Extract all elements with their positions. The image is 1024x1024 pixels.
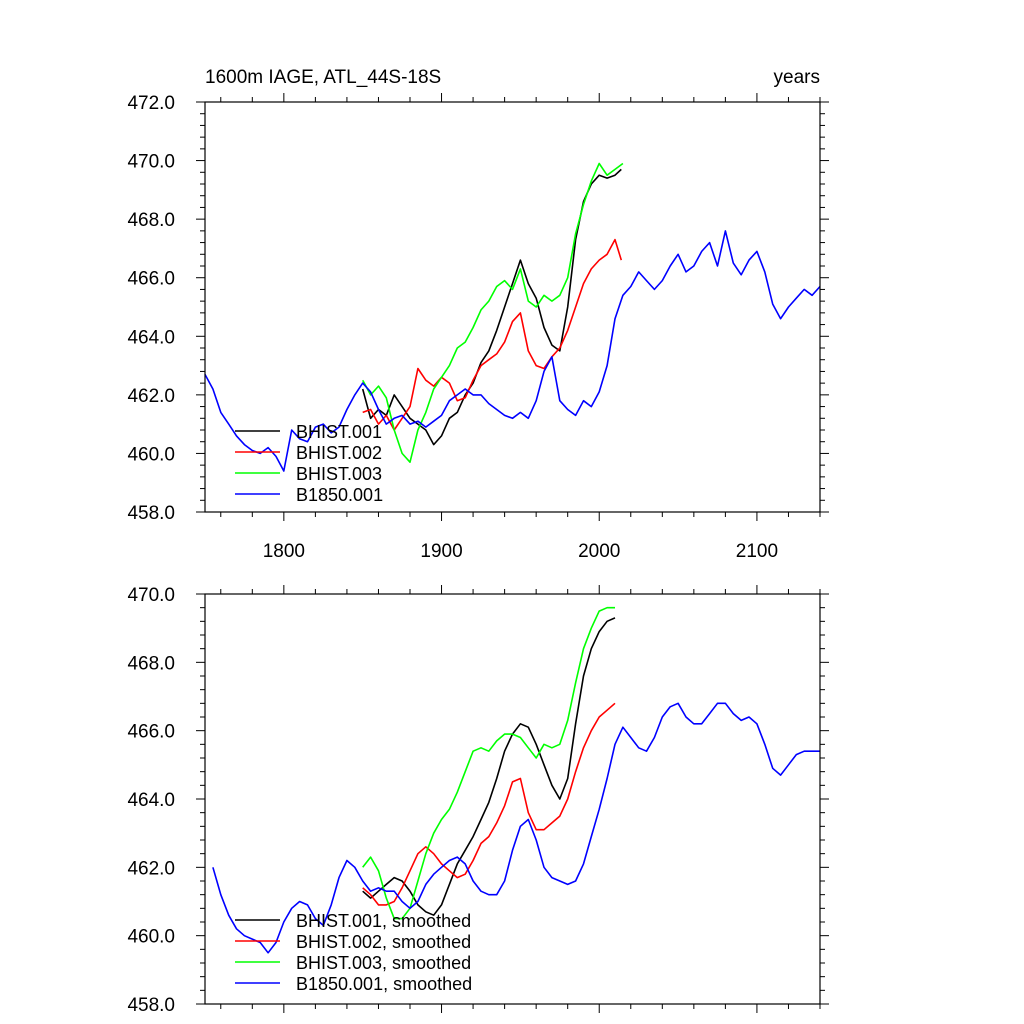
y-tick-label: 466.0 [127, 269, 175, 290]
series-line [204, 230, 821, 472]
y-tick-label: 470.0 [127, 152, 175, 173]
series-line [362, 238, 623, 431]
x-tick-label: 2000 [578, 541, 620, 562]
series-line [362, 702, 616, 906]
bottom-plot-frame [204, 593, 821, 1005]
x-tick-label: 2100 [736, 541, 778, 562]
legend-entry: B1850.001 [296, 485, 383, 505]
bottom-plot-area: 458.0 460.0 462.0 464.0 466.0 468.0 470.0 BHIST… [127, 585, 829, 1016]
y-tick-label: 458.0 [127, 503, 175, 524]
bottom-chart-panel: 458.0 460.0 462.0 464.0 466.0 468.0 470.0 BHIST… [127, 585, 829, 1016]
chart-title-right: years [774, 67, 820, 88]
y-tick-label: 464.0 [127, 790, 175, 811]
series-line [362, 617, 616, 917]
y-tick-label: 464.0 [127, 327, 175, 348]
x-tick-label: 1800 [263, 541, 305, 562]
y-tick-label: 472.0 [127, 93, 175, 114]
y-tick-label: 458.0 [127, 995, 175, 1016]
y-tick-label: 462.0 [127, 858, 175, 879]
y-tick-label: 470.0 [127, 585, 175, 606]
legend-entry: BHIST.002, smoothed [296, 932, 471, 952]
top-plot-frame [204, 101, 821, 513]
series-line [362, 606, 615, 920]
legend-entry: BHIST.003 [296, 464, 382, 484]
legend-entry: BHIST.002 [296, 443, 382, 463]
legend-entry: BHIST.001, smoothed [296, 911, 471, 931]
series-line [212, 702, 820, 954]
y-tick-label: 460.0 [127, 444, 175, 465]
chart-title: 1600m IAGE, ATL_44S-18S [205, 67, 441, 88]
y-tick-label: 468.0 [127, 653, 175, 674]
top-chart-panel: 1600m IAGE, ATL_44S-18S years 458.0 460.0… [127, 67, 829, 562]
legend-entry: BHIST.001 [296, 422, 382, 442]
series-line [361, 162, 624, 464]
top-plot-area: 458.0 460.0 462.0 464.0 466.0 468.0 470.0 472.0… [127, 93, 829, 562]
x-tick-label: 1900 [420, 541, 462, 562]
legend-entry: BHIST.003, smoothed [296, 953, 471, 973]
y-tick-label: 468.0 [127, 210, 175, 231]
legend-entry: B1850.001, smoothed [296, 974, 472, 994]
y-tick-label: 466.0 [127, 722, 175, 743]
y-tick-label: 462.0 [127, 386, 175, 407]
y-tick-label: 460.0 [127, 927, 175, 948]
